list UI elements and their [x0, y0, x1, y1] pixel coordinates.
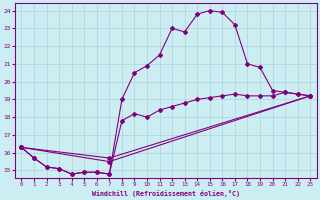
X-axis label: Windchill (Refroidissement éolien,°C): Windchill (Refroidissement éolien,°C) — [92, 190, 240, 197]
